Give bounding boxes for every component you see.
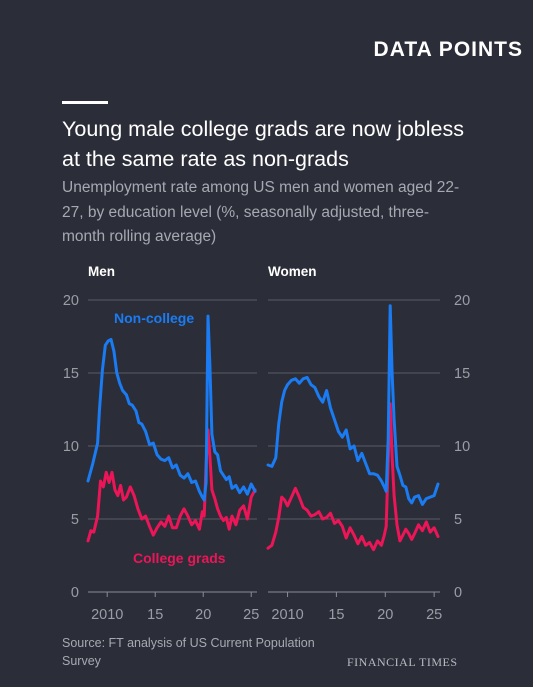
chart-title: Young male college grads are now jobless…	[62, 117, 464, 171]
series-line-college	[266, 402, 440, 552]
series-line-non-college	[86, 314, 257, 502]
x-tick-label: 20	[195, 607, 211, 623]
x-tick-label: 15	[147, 607, 163, 623]
series-line-college	[86, 428, 257, 543]
x-tick-label: 25	[426, 607, 442, 623]
y-tick-label: 15	[63, 366, 79, 382]
series-line-non-college	[266, 304, 440, 506]
x-tick-label: 25	[243, 607, 259, 623]
ft-logo: FINANCIAL TIMES	[347, 655, 458, 669]
y-tick-label: 10	[63, 439, 79, 455]
x-tick-label: 2010	[271, 607, 303, 623]
y-tick-label: 0	[454, 585, 462, 601]
y-tick-label: 0	[71, 585, 79, 601]
annotation-non-college: Non-college	[114, 310, 194, 326]
x-tick-label: 15	[328, 607, 344, 623]
y-tick-label: 20	[63, 293, 79, 309]
chart-subtitle: Unemployment rate among US men and women…	[62, 179, 460, 245]
x-tick-label: 2010	[91, 607, 123, 623]
panel-title: Women	[268, 264, 317, 279]
y-tick-label: 5	[71, 512, 79, 528]
brand-label: DATA POINTS	[373, 38, 523, 61]
panel-title: Men	[88, 264, 115, 279]
y-tick-label: 20	[454, 293, 470, 309]
y-tick-label: 5	[454, 512, 462, 528]
title-rule	[62, 101, 108, 104]
source-note: Source: FT analysis of US Current Popula…	[62, 636, 315, 668]
annotation-college: College grads	[133, 550, 226, 566]
x-tick-label: 20	[377, 607, 393, 623]
y-tick-label: 10	[454, 439, 470, 455]
y-tick-label: 15	[454, 366, 470, 382]
